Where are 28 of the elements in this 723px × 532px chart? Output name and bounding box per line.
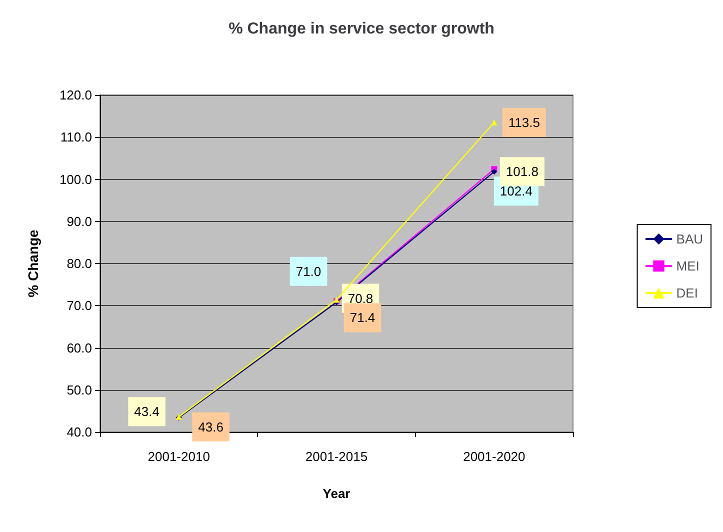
chart-title: % Change in service sector growth — [228, 20, 494, 38]
y-tick-label: 70.0 — [66, 298, 92, 314]
y-tick-label: 50.0 — [66, 382, 92, 398]
data-label: 43.6 — [198, 419, 224, 434]
y-tick-label: 120.0 — [59, 88, 92, 102]
y-tick-label: 90.0 — [66, 214, 92, 229]
data-label: 113.5 — [508, 114, 540, 130]
y-tick-label: 80.0 — [66, 256, 92, 271]
point — [491, 119, 498, 126]
y-tick-label: 110.0 — [60, 130, 92, 145]
data-label: 71.4 — [350, 310, 376, 326]
legend-label: BAU — [676, 232, 704, 246]
legend-label: MEI — [676, 258, 700, 274]
y-tick-label: 60.0 — [66, 340, 92, 356]
data-label: 102.4 — [500, 184, 532, 199]
data-label: 101.8 — [506, 164, 538, 180]
point — [491, 168, 498, 175]
x-axis-title: Year — [322, 486, 350, 501]
legend-label: DEI — [676, 286, 698, 300]
y-tick-label: 40.0 — [66, 424, 92, 440]
data-label: 71.0 — [296, 264, 322, 279]
data-label: 43.4 — [134, 404, 160, 420]
y-axis-title: % Change — [25, 229, 41, 298]
x-tick-label: 2001-2010 — [148, 449, 210, 464]
x-tick-label: 2001-2015 — [305, 449, 368, 464]
y-tick-label: 100.0 — [59, 172, 92, 187]
x-tick-label: 2001-2020 — [463, 449, 526, 464]
data-label: 70.8 — [348, 290, 374, 306]
